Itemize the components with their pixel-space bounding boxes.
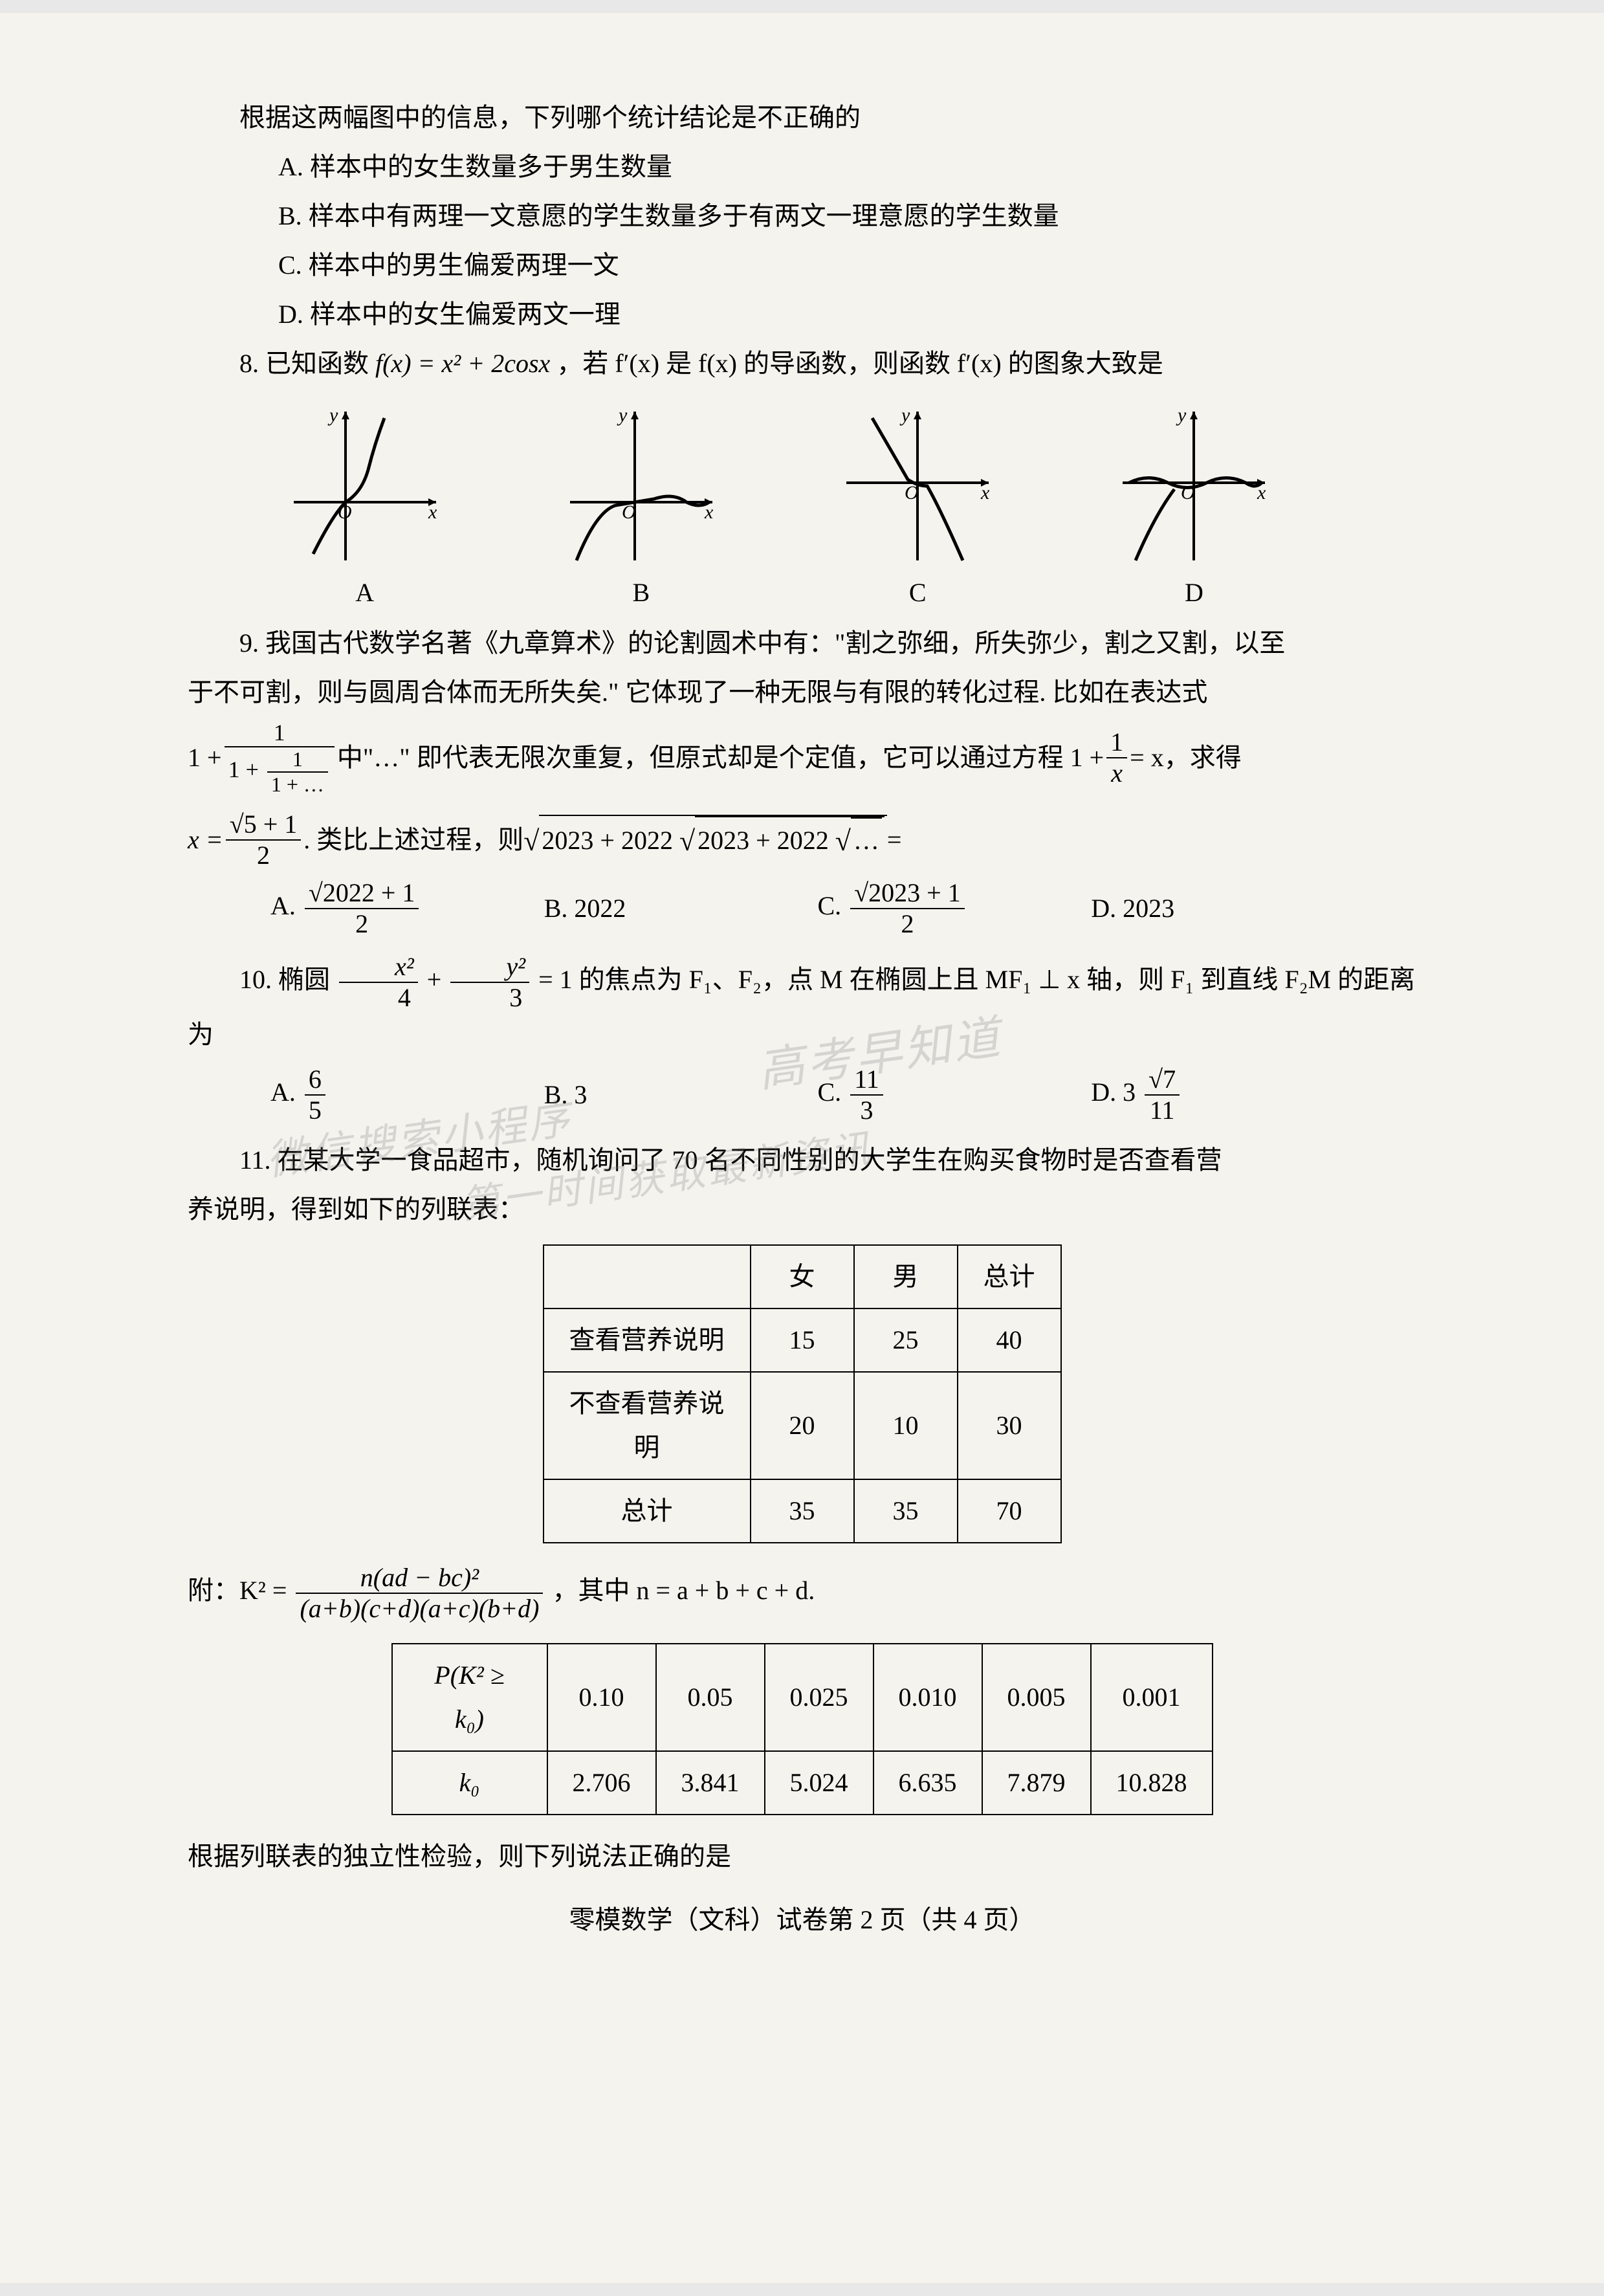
q8-fx: f(x) = x² + 2cosx (375, 349, 550, 378)
q7-opt-a: A. 样本中的女生数量多于男生数量 (188, 145, 1416, 189)
q9-opt-b: B. 2022 (544, 887, 818, 931)
svg-text:y: y (899, 404, 910, 426)
q9-line2: 1 + 1 1 + 1 1 + … 中"…" 即代表无限次重复，但原式却是个定值… (188, 720, 1416, 797)
q9-options: A. √2022 + 1 2 B. 2022 C. √2023 + 1 2 D.… (188, 878, 1416, 939)
q11-formula: 附：K² = n(ad − bc)² (a+b)(c+d)(a+c)(b+d) … (188, 1563, 1416, 1624)
q7-stem: 根据这两幅图中的信息，下列哪个统计结论是不正确的 (188, 96, 1416, 140)
content-area: 根据这两幅图中的信息，下列哪个统计结论是不正确的 A. 样本中的女生数量多于男生… (188, 96, 1416, 1942)
q11-formula-prefix: 附：K² = (188, 1576, 287, 1605)
q10-opt-c: C. 11 3 (818, 1065, 1092, 1125)
q9-l2-b: = x，求得 (1130, 736, 1242, 780)
svg-text:y: y (1176, 404, 1187, 426)
q8-graph-c: O x y C (785, 399, 1050, 615)
svg-text:x: x (428, 502, 437, 523)
table-row: 查看营养说明 15 25 40 (544, 1308, 1061, 1372)
q8-label-d: D (1185, 571, 1203, 615)
q9-l3-a: x = (188, 818, 223, 862)
q8-label-b: B (633, 571, 650, 615)
continued-fraction: 1 1 + 1 1 + … (225, 720, 335, 797)
svg-text:y: y (617, 404, 628, 426)
q9-line3: x = √5 + 1 2 . 类比上述过程，则 √2023 + 2022 √20… (188, 810, 1416, 870)
q11-stem1: 11. 在某大学一食品超市，随机询问了 70 名不同性别的大学生在购买食物时是否… (188, 1138, 1416, 1182)
q7-opt-d: D. 样本中的女生偏爱两文一理 (188, 293, 1416, 337)
page-footer: 零模数学（文科）试卷第 2 页（共 4 页） (188, 1898, 1416, 1942)
q11-table1: 女 男 总计 查看营养说明 15 25 40 不查看营养说明 20 10 30 … (543, 1244, 1062, 1543)
table-row: k₀ 2.706 3.841 5.024 6.635 7.879 10.828 (392, 1751, 1213, 1815)
q9-opt-a: A. √2022 + 1 2 (270, 878, 544, 939)
table-row: 总计 35 35 70 (544, 1479, 1061, 1543)
q8-graph-d: O x y D (1061, 399, 1326, 615)
q11-conclusion: 根据列联表的独立性检验，则下列说法正确的是 (188, 1835, 1416, 1879)
k2-formula: n(ad − bc)² (a+b)(c+d)(a+c)(b+d) (296, 1563, 543, 1624)
q9-opt-d: D. 2023 (1091, 887, 1365, 931)
q9-line1b: 于不可割，则与圆周合体而无所失矣." 它体现了一种无限与有限的转化过程. 比如在… (188, 670, 1416, 714)
exam-page: 根据这两幅图中的信息，下列哪个统计结论是不正确的 A. 样本中的女生数量多于男生… (0, 13, 1604, 2283)
svg-text:x: x (980, 482, 990, 503)
q9-l3-c: = (887, 818, 902, 862)
nested-radical: √2023 + 2022 √2023 + 2022 √… (523, 815, 887, 866)
q11-table2: P(K² ≥ k₀) 0.10 0.05 0.025 0.010 0.005 0… (391, 1643, 1213, 1815)
svg-text:y: y (327, 404, 338, 426)
q8-graph-b: O x y B (509, 399, 774, 615)
svg-text:O: O (1181, 482, 1195, 503)
q8-graph-a: O x y A (232, 399, 498, 615)
q8-mid: ，若 f′(x) 是 f(x) 的导函数，则函数 f′(x) 的图象大致是 (556, 349, 1163, 378)
frac-sqrt5: √5 + 1 2 (226, 810, 302, 870)
q9-l2-a: 1 + (188, 736, 222, 780)
table-row: 女 男 总计 (544, 1245, 1061, 1308)
q7-opt-b: B. 样本中有两理一文意愿的学生数量多于有两文一理意愿的学生数量 (188, 194, 1416, 238)
ellipse-y: y² 3 (450, 952, 529, 1013)
q8-graphs: O x y A O x y B (226, 399, 1332, 615)
table-row: P(K² ≥ k₀) 0.10 0.05 0.025 0.010 0.005 0… (392, 1644, 1213, 1751)
q10-opt-d: D. 3 √7 11 (1091, 1065, 1365, 1125)
q9-line1a: 9. 我国古代数学名著《九章算术》的论割圆术中有："割之弥细，所失弥少，割之又割… (188, 621, 1416, 665)
q8-label-a: A (355, 571, 374, 615)
table-row: 不查看营养说明 20 10 30 (544, 1372, 1061, 1479)
q10-prefix: 10. 椭圆 (239, 965, 330, 994)
q10-stem: 10. 椭圆 x² 4 + y² 3 = 1 的焦点为 F₁、F₂，点 M 在椭… (188, 952, 1416, 1057)
q9-l3-b: . 类比上述过程，则 (303, 818, 523, 862)
q8-prefix: 8. 已知函数 (239, 349, 369, 378)
q9-l2-mid: 中"…" 即代表无限次重复，但原式却是个定值，它可以通过方程 1 + (337, 736, 1104, 780)
frac-1-x: 1 x (1106, 727, 1127, 788)
q10-options: A. 6 5 B. 3 C. 11 3 D. 3 √7 11 (188, 1065, 1416, 1125)
q8-stem: 8. 已知函数 f(x) = x² + 2cosx ，若 f′(x) 是 f(x… (188, 342, 1416, 386)
q10-opt-a: A. 6 5 (270, 1065, 544, 1125)
q9-opt-c: C. √2023 + 1 2 (818, 878, 1092, 939)
q11-formula-suffix: ，其中 n = a + b + c + d. (552, 1576, 815, 1605)
q11-stem2: 养说明，得到如下的列联表： (188, 1187, 1416, 1231)
q7-opt-c: C. 样本中的男生偏爱两理一文 (188, 243, 1416, 287)
q10-opt-b: B. 3 (544, 1073, 818, 1117)
ellipse-x: x² 4 (339, 952, 418, 1013)
q8-label-c: C (909, 571, 927, 615)
